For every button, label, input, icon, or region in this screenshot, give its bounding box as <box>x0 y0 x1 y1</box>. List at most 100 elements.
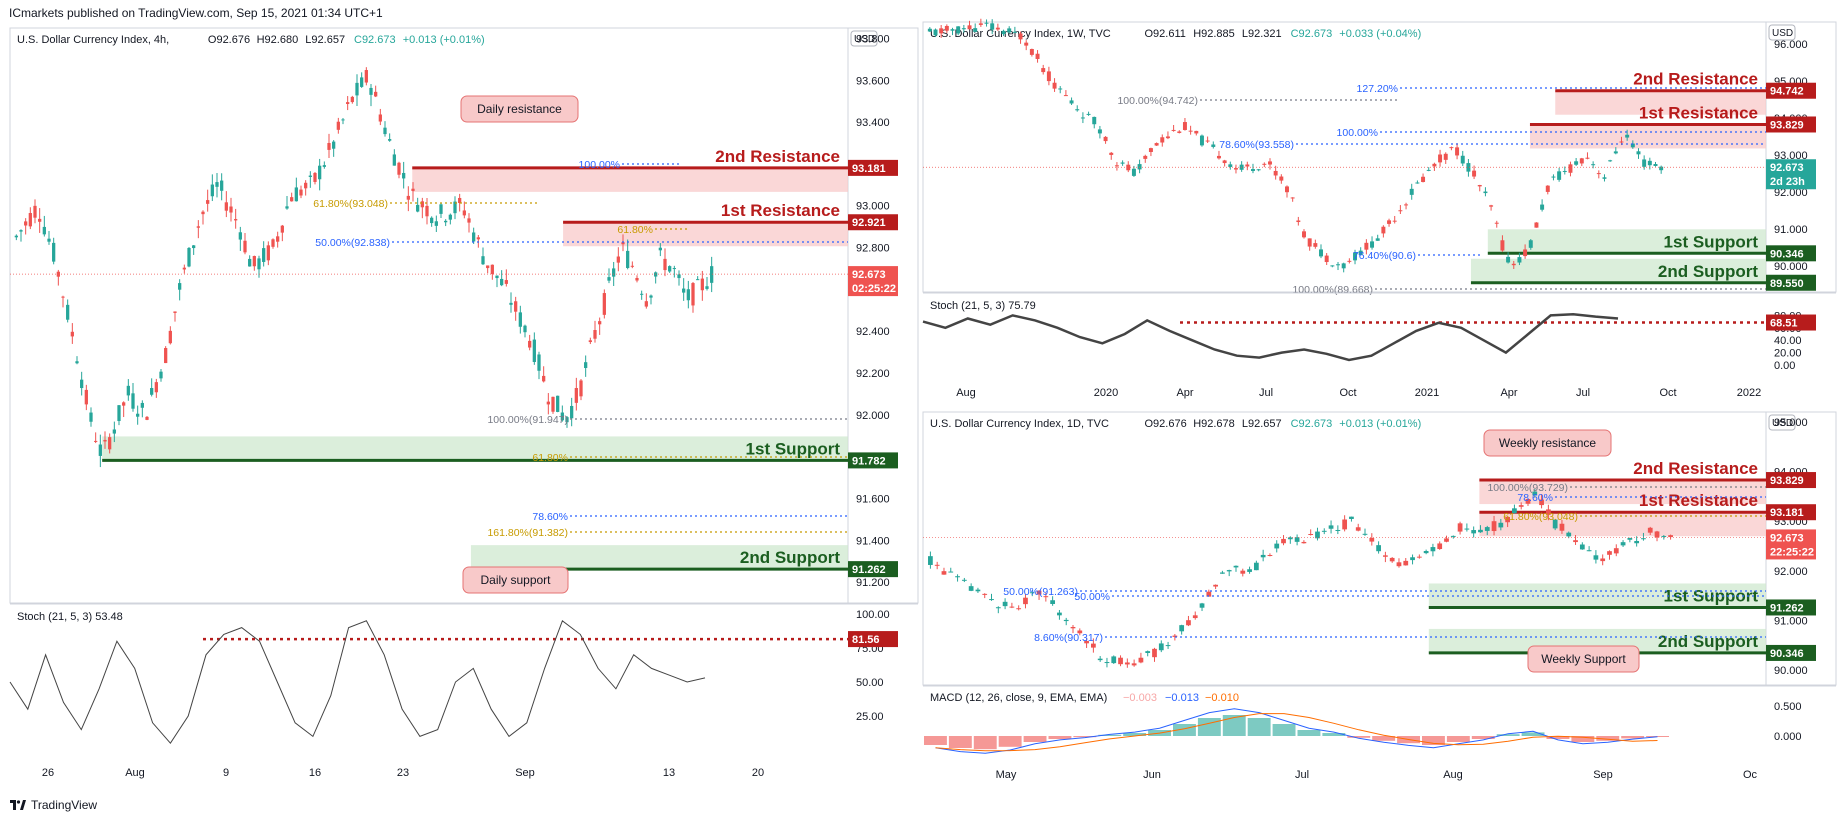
w1-candle-120 <box>1608 160 1613 162</box>
d1-candle-79 <box>1464 528 1470 530</box>
h4-candle-28 <box>145 416 149 420</box>
h4-candle-23 <box>122 402 126 406</box>
d1-macd-hist-bar-0 <box>924 736 947 745</box>
d1-candle-53 <box>1287 537 1293 540</box>
h4-candle-100 <box>481 256 485 265</box>
h4-candle-79 <box>383 127 387 135</box>
w1-candle-114 <box>1574 161 1579 165</box>
h4-x-tick-7: 20 <box>752 767 764 779</box>
w1-candle-47 <box>1194 130 1199 134</box>
d1-candle-18 <box>1050 600 1056 604</box>
h4-candle-72 <box>350 96 354 103</box>
w1-candle-125 <box>1636 151 1641 155</box>
h4-legend-open: O92.676 <box>208 34 250 46</box>
w1-level-name-1: 1st Resistance <box>1639 103 1758 122</box>
h4-level-price-0-label: 93.181 <box>852 163 886 175</box>
w1-candle-56 <box>1245 164 1250 167</box>
h4-candle-55 <box>271 239 275 247</box>
w1-candle-17 <box>1024 42 1029 46</box>
d1-candle-6 <box>968 586 974 591</box>
d1-candle-20 <box>1063 619 1069 622</box>
h4-candle-47 <box>234 219 238 221</box>
d1-candle-85 <box>1505 516 1510 523</box>
d1-macd-hist-bar-28 <box>1621 736 1645 739</box>
d1-candle-94 <box>1566 532 1572 537</box>
h4-candle-144 <box>686 289 690 301</box>
w1-legend-open: O92.611 <box>1145 28 1186 40</box>
h4-candle-121 <box>579 380 583 397</box>
h4-stoch-level-label: 81.56 <box>852 634 880 646</box>
h4-candle-138 <box>658 247 662 251</box>
w1-candle-20 <box>1041 68 1046 73</box>
d1-macd-hist-bar-10 <box>1173 724 1196 736</box>
h4-legend-change: +0.013 (+0.01%) <box>403 34 485 46</box>
h4-candle-97 <box>467 218 471 223</box>
d1-macd-hist-bar-23 <box>1496 734 1520 736</box>
w1-candle-117 <box>1591 164 1596 166</box>
w1-candle-118 <box>1596 173 1601 175</box>
w1-candle-119 <box>1602 177 1607 179</box>
h4-stoch-level-box <box>848 631 898 648</box>
w1-candle-3 <box>944 25 949 31</box>
d1-zone-1 <box>1479 512 1766 537</box>
h4-x-tick-3: 16 <box>309 767 321 779</box>
d1-macd-hist-bar-2 <box>973 736 997 750</box>
h4-candle-43 <box>215 182 219 187</box>
h4-candle-78 <box>378 114 382 122</box>
d1-candle-68 <box>1389 557 1395 562</box>
h4-candle-71 <box>346 102 350 105</box>
d1-macd-signal-line <box>935 713 1658 752</box>
h4-candle-101 <box>486 265 490 269</box>
d1-level-price-3-box <box>1766 644 1816 661</box>
h4-level-price-2-box <box>848 452 898 469</box>
d1-level-price-1-label: 93.181 <box>1770 507 1804 519</box>
d1-candle-34 <box>1158 643 1164 651</box>
w1-candle-57 <box>1250 169 1255 171</box>
h4-candle-104 <box>500 278 504 286</box>
w1-candle-116 <box>1585 157 1590 159</box>
h4-level-name-3: 2nd Support <box>740 548 840 567</box>
h4-candle-145 <box>691 283 695 306</box>
d1-candle-9 <box>989 599 994 601</box>
h4-candle-91 <box>439 204 443 214</box>
h4-candle-96 <box>462 210 466 216</box>
h4-candle-48 <box>238 232 242 240</box>
w1-candle-24 <box>1063 95 1068 97</box>
h4-candle-15 <box>84 389 88 405</box>
w1-zone-1 <box>1529 124 1766 149</box>
w1-candle-67 <box>1307 238 1312 247</box>
d1-candle-44 <box>1226 570 1232 572</box>
d1-level-name-2: 1st Support <box>1664 586 1759 605</box>
d1-last-price-label: 92.673 <box>1770 532 1804 544</box>
w1-candle-108 <box>1540 204 1545 210</box>
h4-candle-80 <box>388 139 392 141</box>
h4-candle-63 <box>308 175 312 177</box>
d1-macd-y-tick-0: 0.500 <box>1774 701 1802 713</box>
d1-candle-97 <box>1586 550 1592 552</box>
h4-candle-33 <box>168 330 172 344</box>
h4-candle-105 <box>504 280 508 284</box>
w1-legend-low: L92.321 <box>1242 28 1282 40</box>
h4-candle-130 <box>621 242 625 245</box>
h4-callout-1: Daily support <box>480 573 551 587</box>
d1-macd-hist-bar-1 <box>948 736 972 748</box>
w1-candle-94 <box>1460 155 1465 164</box>
d1-candle-107 <box>1654 531 1660 538</box>
w1-candle-121 <box>1613 151 1618 154</box>
d1-legend-open: O92.676 <box>1145 418 1187 430</box>
d1-candle-66 <box>1376 545 1381 552</box>
d1-candle-64 <box>1362 533 1368 535</box>
w1-y-tick-0: 96.000 <box>1774 39 1808 51</box>
d1-candle-92 <box>1552 519 1558 529</box>
h4-candle-92 <box>444 220 448 223</box>
h4-candle-140 <box>668 266 672 272</box>
d1-candle-89 <box>1532 491 1538 496</box>
w1-candle-64 <box>1290 197 1295 199</box>
d1-candle-98 <box>1593 555 1599 560</box>
w1-candle-73 <box>1341 263 1346 269</box>
w1-candle-45 <box>1182 122 1187 130</box>
w1-candle-100 <box>1494 222 1499 224</box>
d1-macd-hist-bar-18 <box>1372 736 1396 741</box>
d1-candle-13 <box>1016 608 1022 610</box>
d1-candle-56 <box>1308 533 1314 535</box>
